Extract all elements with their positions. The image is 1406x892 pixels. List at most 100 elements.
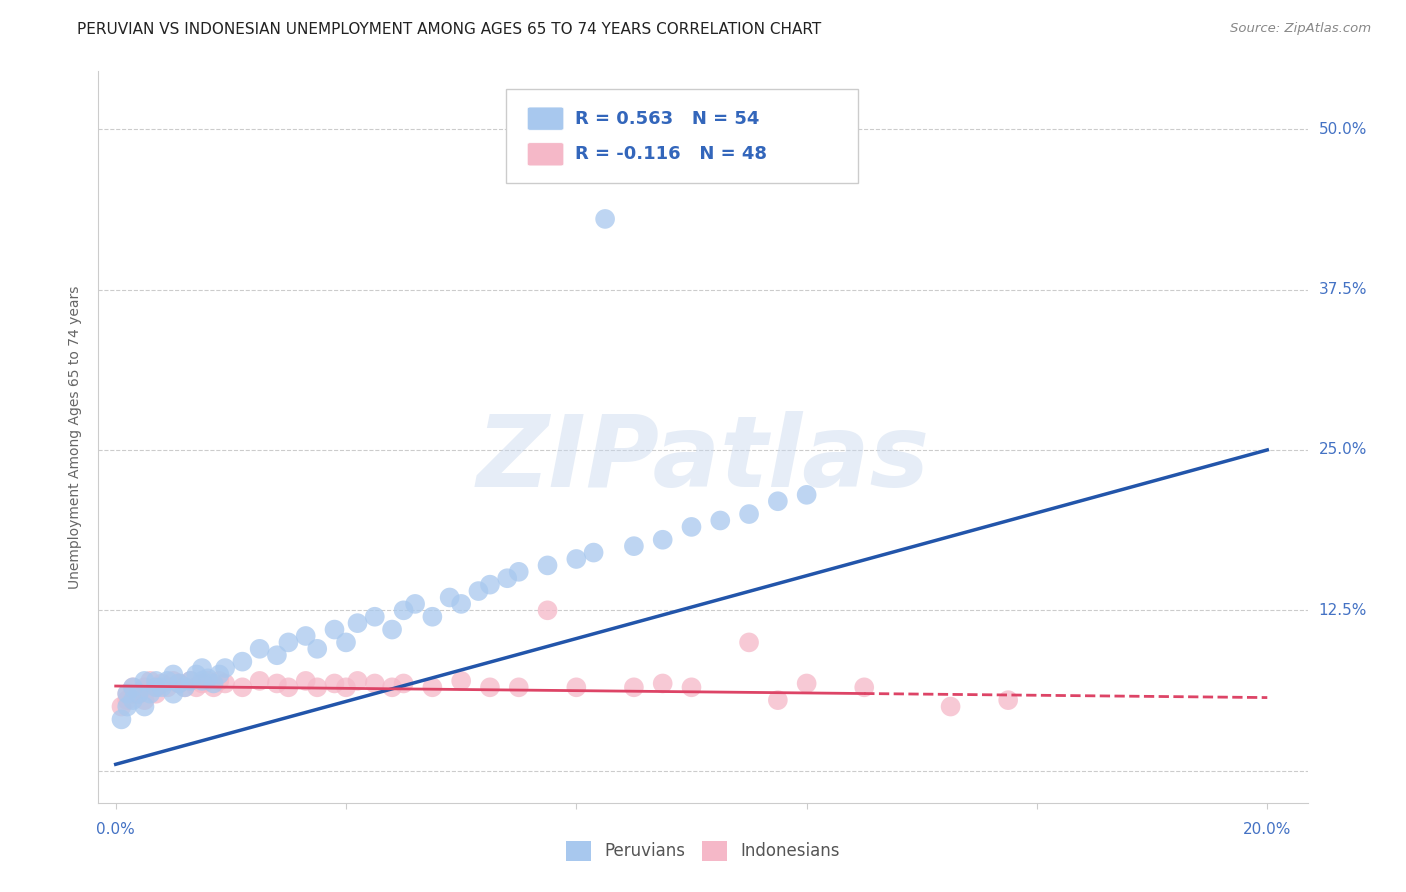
Point (249, 673, 271, 688)
Point (180, 673, 202, 688)
Point (307, 641, 329, 656)
Point (346, 673, 368, 688)
Point (162, 673, 184, 688)
Point (294, 629, 316, 643)
Point (115, 687, 138, 701)
Text: PERUVIAN VS INDONESIAN UNEMPLOYMENT AMONG AGES 65 TO 74 YEARS CORRELATION CHART: PERUVIAN VS INDONESIAN UNEMPLOYMENT AMON… (77, 22, 821, 37)
Point (231, 681, 253, 695)
Point (392, 676, 415, 690)
Point (335, 681, 357, 695)
Point (439, 591, 461, 605)
Point (422, 681, 444, 695)
Point (307, 681, 329, 695)
Text: 37.5%: 37.5% (1319, 282, 1367, 297)
Point (536, 603, 558, 617)
Point (623, 681, 645, 695)
Point (122, 693, 145, 707)
Point (115, 687, 138, 701)
Point (115, 693, 138, 707)
Y-axis label: Unemployment Among Ages 65 to 74 years: Unemployment Among Ages 65 to 74 years (69, 285, 83, 589)
Point (709, 514, 731, 528)
Point (191, 676, 214, 690)
Point (565, 681, 588, 695)
Point (651, 533, 673, 547)
Text: 20.0%: 20.0% (1243, 822, 1292, 837)
Point (139, 687, 162, 701)
Point (156, 673, 179, 688)
Point (508, 681, 530, 695)
Point (173, 681, 195, 695)
Point (939, 699, 962, 714)
Point (536, 558, 558, 573)
Point (214, 676, 236, 690)
Point (134, 673, 156, 688)
Point (156, 681, 179, 695)
Point (796, 676, 818, 690)
Text: ZIPatlas: ZIPatlas (477, 410, 929, 508)
Point (266, 648, 288, 663)
Point (277, 635, 299, 649)
Point (623, 539, 645, 553)
Point (122, 681, 145, 695)
Point (145, 681, 167, 695)
Point (478, 681, 501, 695)
Point (346, 616, 368, 631)
Text: 50.0%: 50.0% (1319, 121, 1367, 136)
Point (180, 673, 202, 688)
Point (381, 681, 404, 695)
Point (122, 681, 145, 695)
Point (392, 603, 415, 617)
Point (323, 676, 346, 690)
Point (582, 545, 605, 559)
Point (231, 655, 253, 669)
Point (796, 488, 818, 502)
Point (208, 673, 231, 688)
Point (202, 681, 225, 695)
Point (202, 676, 225, 690)
Text: 0.0%: 0.0% (97, 822, 135, 837)
Point (150, 681, 173, 695)
Point (162, 687, 184, 701)
Text: R = -0.116   N = 48: R = -0.116 N = 48 (575, 145, 768, 163)
Point (173, 681, 195, 695)
Point (450, 597, 472, 611)
Point (145, 687, 167, 701)
Point (450, 673, 472, 688)
Point (364, 676, 387, 690)
Point (565, 552, 588, 566)
Point (197, 673, 219, 688)
Point (134, 693, 156, 707)
Point (364, 609, 387, 624)
Point (277, 681, 299, 695)
Point (478, 577, 501, 591)
Point (115, 699, 138, 714)
Point (208, 667, 231, 681)
Point (681, 520, 703, 534)
Point (766, 693, 789, 707)
Text: 12.5%: 12.5% (1319, 603, 1367, 618)
Point (323, 623, 346, 637)
Point (110, 699, 132, 714)
Point (467, 584, 489, 599)
Point (249, 641, 271, 656)
Point (294, 673, 316, 688)
Point (335, 635, 357, 649)
Point (422, 609, 444, 624)
Point (191, 673, 214, 688)
Point (145, 681, 167, 695)
Point (381, 623, 404, 637)
Point (167, 676, 190, 690)
Point (738, 507, 761, 521)
Point (651, 676, 673, 690)
Point (128, 687, 150, 701)
Point (167, 676, 190, 690)
Point (214, 661, 236, 675)
Point (145, 673, 167, 688)
Legend: Peruvians, Indonesians: Peruvians, Indonesians (560, 834, 846, 868)
Point (162, 667, 184, 681)
Point (997, 693, 1019, 707)
Point (122, 687, 145, 701)
Point (404, 597, 426, 611)
Point (496, 571, 519, 585)
Point (681, 681, 703, 695)
